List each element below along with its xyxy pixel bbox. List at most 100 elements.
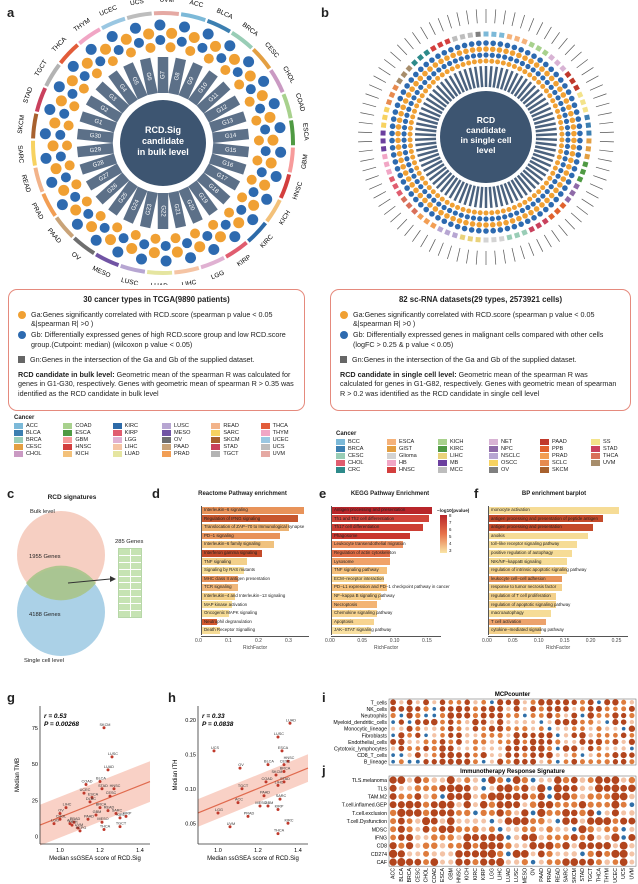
heatmap-dot	[391, 753, 395, 757]
gene-label: G20	[185, 199, 195, 212]
ga-dot	[171, 246, 183, 258]
bar-label: positive regulation of autophagy	[491, 549, 554, 555]
gene-dot	[423, 180, 429, 186]
heatmap-dot	[430, 858, 439, 866]
heatmap-dot	[414, 776, 422, 784]
gene-dot	[553, 71, 559, 78]
gene-dot	[423, 206, 429, 213]
heatmap-dot	[432, 700, 437, 705]
heatmap-dot	[424, 713, 428, 718]
heatmap-dot	[497, 739, 503, 745]
heatmap-dot	[415, 834, 421, 841]
gene-bar	[463, 184, 473, 206]
gene-dot	[558, 143, 564, 149]
bar	[489, 506, 619, 514]
cancer-label: OV	[70, 251, 82, 263]
ga-dot	[130, 230, 141, 241]
bar-label: Regulation of IFNG signaling	[204, 515, 261, 521]
bar-label: Death Receptor Signalling	[204, 627, 256, 633]
dataset-label-tick	[437, 18, 444, 32]
data-point	[212, 749, 216, 753]
heatmap-dot	[604, 713, 610, 718]
gene-dot	[468, 227, 475, 233]
heatmap-dot	[611, 784, 620, 793]
dataset-color-marker	[491, 237, 497, 243]
heatmap-dot	[629, 859, 635, 865]
gene-dot	[427, 66, 433, 72]
heatmap-dot	[595, 705, 602, 712]
heatmap-dot	[496, 801, 504, 809]
heatmap-dot	[456, 712, 462, 719]
heatmap-dot	[629, 802, 635, 808]
legend-item: KICH	[63, 451, 106, 457]
point-label: GBM	[265, 801, 274, 805]
gene-dot	[571, 102, 578, 109]
heatmap-dot	[405, 842, 414, 850]
gene-dot	[389, 130, 395, 137]
heatmap-dot	[414, 719, 421, 725]
gene-dot	[444, 69, 450, 75]
gene-dot	[408, 120, 414, 126]
heatmap-dot	[578, 800, 587, 809]
heatmap-dot	[587, 809, 595, 817]
gene-dot	[392, 159, 399, 165]
heatmap-column-label: LGG	[489, 868, 495, 879]
data-point	[58, 817, 62, 821]
legend-swatch	[438, 453, 447, 459]
gene-dot	[476, 46, 483, 53]
heatmap-dot	[612, 719, 619, 726]
heatmap-dot	[455, 784, 463, 793]
cancer-label: THYM	[73, 17, 92, 33]
gb-dot	[232, 67, 243, 78]
heatmap-dot	[506, 739, 511, 745]
point-label: BLCA	[96, 777, 106, 781]
gn-text: Gn:Genes in the intersection of the Ga a…	[30, 354, 255, 364]
gene-dot	[450, 52, 456, 59]
gene-dot	[423, 61, 429, 68]
heatmap-dot	[580, 699, 585, 705]
heatmap-dot	[563, 733, 569, 738]
point-label: STAD	[280, 777, 290, 781]
bar	[202, 524, 289, 531]
legend-item: THCA	[260, 423, 304, 429]
gene-dot	[576, 123, 583, 130]
gene-dot	[544, 188, 550, 195]
gb-dot	[202, 28, 214, 40]
heatmap-dot	[522, 719, 528, 725]
y-axis-label: Median TMB	[15, 758, 21, 792]
heatmap-dot	[579, 834, 586, 841]
dataset-color-marker	[483, 237, 489, 243]
legend-swatch	[387, 446, 396, 452]
p-value: P = 0.0838	[202, 721, 234, 728]
gene-label: G19	[197, 192, 209, 205]
pvalue-legend-title: −log10(pvalue)	[437, 508, 470, 513]
bar-row: positive regulation of autophagy	[489, 549, 628, 558]
gene-dot	[430, 79, 436, 85]
heatmap-dot	[579, 858, 586, 866]
point-label: LUSC	[274, 732, 284, 736]
legend-label: BRCA	[26, 437, 42, 443]
ga-dot	[81, 57, 93, 69]
bar	[489, 601, 557, 609]
gene-bar	[522, 88, 540, 105]
ga-dot	[251, 115, 262, 126]
dataset-label-tick	[420, 234, 429, 248]
gene-dot	[483, 222, 489, 228]
gene-bar	[535, 137, 557, 141]
heatmap-dot	[487, 849, 497, 858]
bar-label: MAP kinase activation	[204, 601, 248, 607]
gene-dot	[511, 223, 518, 230]
data-point	[78, 829, 82, 833]
legend-swatch	[489, 467, 498, 473]
dataset-label-tick	[369, 183, 383, 190]
heatmap-dot	[547, 726, 552, 731]
gene-dot	[389, 123, 396, 130]
dataset-label-tick	[597, 158, 612, 162]
gene-bar	[510, 179, 524, 199]
bar-label: response to tumor necrosis factor	[491, 584, 557, 590]
gene-dot	[402, 170, 409, 176]
gb-dot	[112, 246, 124, 258]
heatmap-dot	[571, 732, 578, 739]
dataset-color-marker	[573, 84, 580, 92]
heatmap-dot	[562, 745, 570, 752]
